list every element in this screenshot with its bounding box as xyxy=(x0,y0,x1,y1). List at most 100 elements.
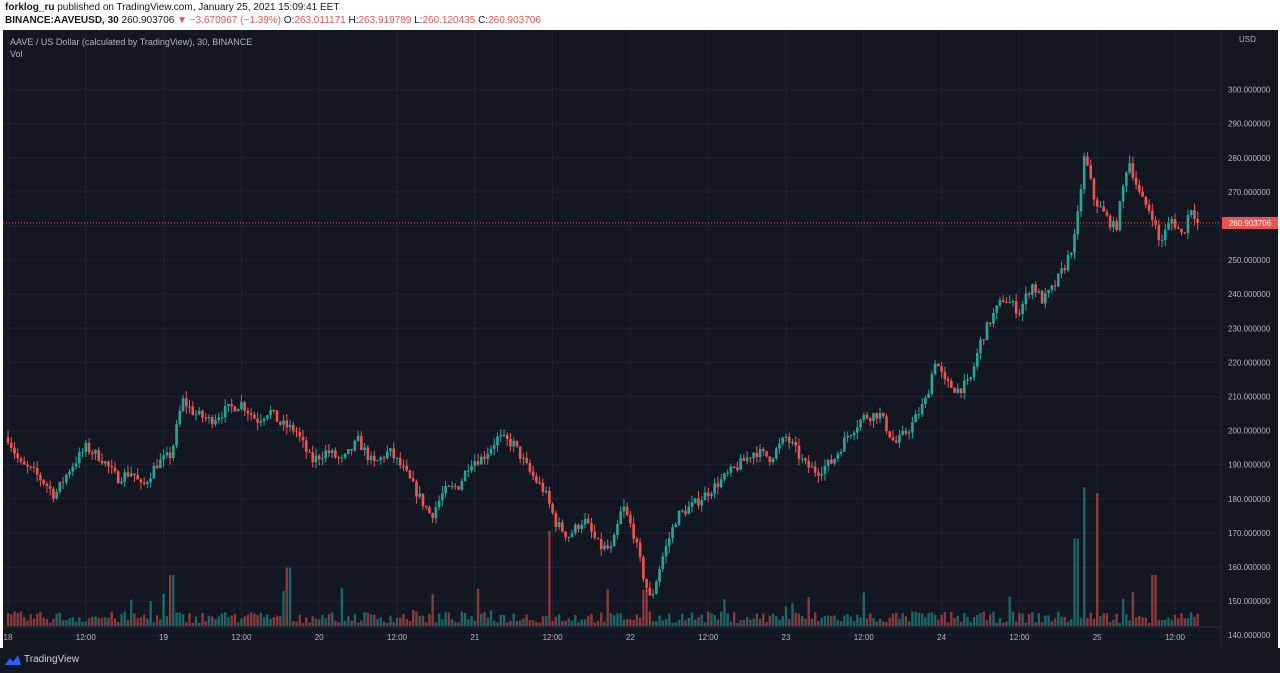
volume-bar xyxy=(499,614,502,626)
candle-body xyxy=(891,437,895,441)
volume-bar xyxy=(687,617,690,626)
volume-bar xyxy=(10,614,13,626)
candle-body xyxy=(275,410,279,422)
volume-bar xyxy=(369,614,373,626)
currency-label[interactable]: USD xyxy=(1239,35,1256,44)
volume-bar xyxy=(1063,616,1066,626)
volume-bar xyxy=(1031,612,1034,626)
volume-bar xyxy=(415,611,418,626)
candle-body xyxy=(272,410,276,412)
candle-body xyxy=(353,440,357,451)
candle-body xyxy=(551,503,554,514)
volume-bar xyxy=(648,611,652,626)
candle-body xyxy=(266,415,269,419)
volume-bar xyxy=(564,620,567,626)
volume-bar xyxy=(19,611,23,626)
candle-body xyxy=(1144,196,1148,205)
tradingview-logo-icon[interactable] xyxy=(4,654,22,666)
volume-bar xyxy=(583,619,587,626)
volume-bar xyxy=(262,617,266,626)
volume-bar xyxy=(428,614,431,626)
volume-bar xyxy=(561,621,564,626)
candle-body xyxy=(781,437,785,444)
candle-body xyxy=(1095,199,1099,207)
time-tick-label: 22 xyxy=(626,633,635,642)
candle-body xyxy=(1105,211,1109,216)
candle-body xyxy=(823,465,827,474)
volume-bar xyxy=(638,617,642,626)
volume-bar xyxy=(875,621,878,626)
tradingview-brand[interactable]: TradingView xyxy=(24,654,80,665)
volume-bar xyxy=(946,622,950,626)
volume-bar xyxy=(755,613,759,626)
candle-body xyxy=(385,451,389,459)
volume-bar xyxy=(914,611,917,626)
candle-body xyxy=(843,437,846,452)
candle-body xyxy=(739,458,742,470)
volume-bar xyxy=(664,619,668,626)
price-chart[interactable]: 140.000000 150.000000 160.000000 170.000000… xyxy=(3,30,1278,648)
volume-bar xyxy=(1005,621,1008,626)
volume-bar xyxy=(804,618,807,626)
volume-bar xyxy=(81,621,84,626)
publisher-name[interactable]: forklog_ru xyxy=(5,2,55,13)
volume-bar xyxy=(399,617,402,626)
candle-body xyxy=(149,478,152,483)
volume-bar xyxy=(535,621,538,626)
volume-bar xyxy=(917,612,921,626)
candle-body xyxy=(1008,302,1011,304)
candle-body xyxy=(1057,273,1060,287)
volume-bar xyxy=(1180,613,1183,626)
chart-area[interactable]: 140.000000 150.000000 160.000000 170.000000… xyxy=(3,30,1278,648)
volume-bar xyxy=(207,615,211,626)
candle-body xyxy=(1047,290,1050,294)
volume-bar xyxy=(379,617,382,626)
volume-bar xyxy=(275,615,279,626)
volume-bar xyxy=(907,621,911,626)
candle-body xyxy=(314,455,318,463)
volume-bar xyxy=(895,612,898,626)
candle-body xyxy=(531,471,535,477)
candle-body xyxy=(434,507,438,519)
candle-body xyxy=(645,578,648,588)
volume-bar xyxy=(94,616,97,626)
volume-bar xyxy=(373,614,376,626)
candle-body xyxy=(995,305,999,313)
candle-body xyxy=(625,506,629,516)
candle-body xyxy=(113,467,117,472)
volume-bar xyxy=(904,616,908,626)
price-tick-label: 250.000000 xyxy=(1228,256,1271,265)
candle-body xyxy=(716,483,720,488)
candle-body xyxy=(535,476,538,483)
volume-bar xyxy=(749,619,752,626)
candle-body xyxy=(123,472,126,482)
time-tick-label: 19 xyxy=(159,633,168,642)
candle-body xyxy=(732,466,736,468)
candle-body xyxy=(904,430,908,434)
volume-bar xyxy=(794,612,797,626)
volume-bar xyxy=(424,622,428,626)
candle-body xyxy=(165,452,169,456)
volume-bar xyxy=(301,622,305,626)
candle-body xyxy=(376,460,379,462)
volume-bar xyxy=(23,617,26,626)
volume-bar xyxy=(126,620,130,626)
candle-body xyxy=(369,455,373,460)
price-tick-label: 160.000000 xyxy=(1228,563,1271,572)
candle-body xyxy=(499,435,503,437)
candle-body xyxy=(1024,293,1028,304)
candle-body xyxy=(528,462,532,472)
candle-body xyxy=(668,538,671,546)
volume-bar xyxy=(334,620,337,626)
volume-bar xyxy=(457,622,460,626)
volume-bar xyxy=(480,613,483,626)
candle-body xyxy=(191,406,195,415)
volume-bar xyxy=(865,618,869,626)
candle-body xyxy=(622,506,626,512)
candle-body xyxy=(155,465,159,469)
ohlc-line: BINANCE:AAVEUSD, 30 260.903706 ▼ −3.6709… xyxy=(5,15,541,26)
volume-bar xyxy=(528,619,532,626)
volume-bar xyxy=(120,614,123,626)
candle-body xyxy=(632,523,635,539)
candle-body xyxy=(1151,210,1154,221)
